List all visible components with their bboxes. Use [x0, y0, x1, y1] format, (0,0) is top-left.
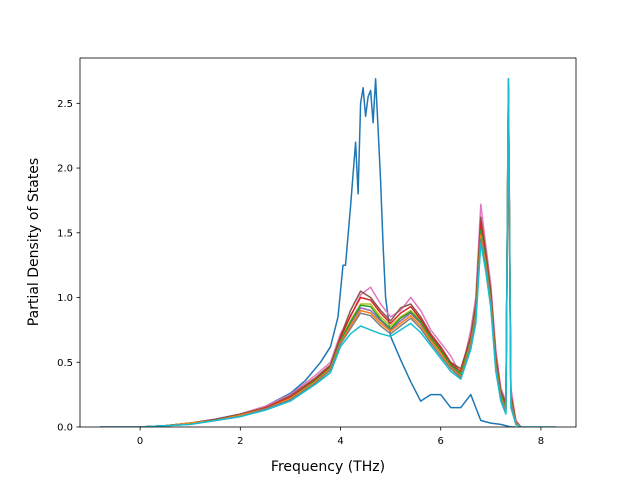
plot-frame: [79, 57, 577, 428]
y-tick-label: 2.0: [57, 164, 73, 175]
x-axis-ticks: 0 2 4 6 8: [137, 427, 544, 447]
x-tick-label: 8: [538, 436, 544, 447]
x-axis-label: Frequency (THz): [271, 459, 385, 475]
series-lines: [100, 77, 556, 427]
x-tick-label: 6: [438, 436, 444, 447]
y-axis-label: Partial Density of States: [26, 158, 42, 326]
y-tick-label: 1.5: [57, 228, 73, 239]
x-tick-label: 0: [137, 436, 143, 447]
y-axis-ticks: 0.0 0.5 1.0 1.5 2.0 2.5: [57, 99, 80, 434]
y-tick-label: 0.0: [57, 423, 73, 434]
x-tick-label: 4: [337, 436, 343, 447]
x-tick-label: 2: [237, 436, 243, 447]
y-tick-label: 1.0: [57, 293, 73, 304]
series-line-0: [100, 77, 516, 427]
y-tick-label: 2.5: [57, 99, 73, 110]
series-line-9: [140, 77, 556, 427]
y-tick-label: 0.5: [57, 358, 73, 369]
